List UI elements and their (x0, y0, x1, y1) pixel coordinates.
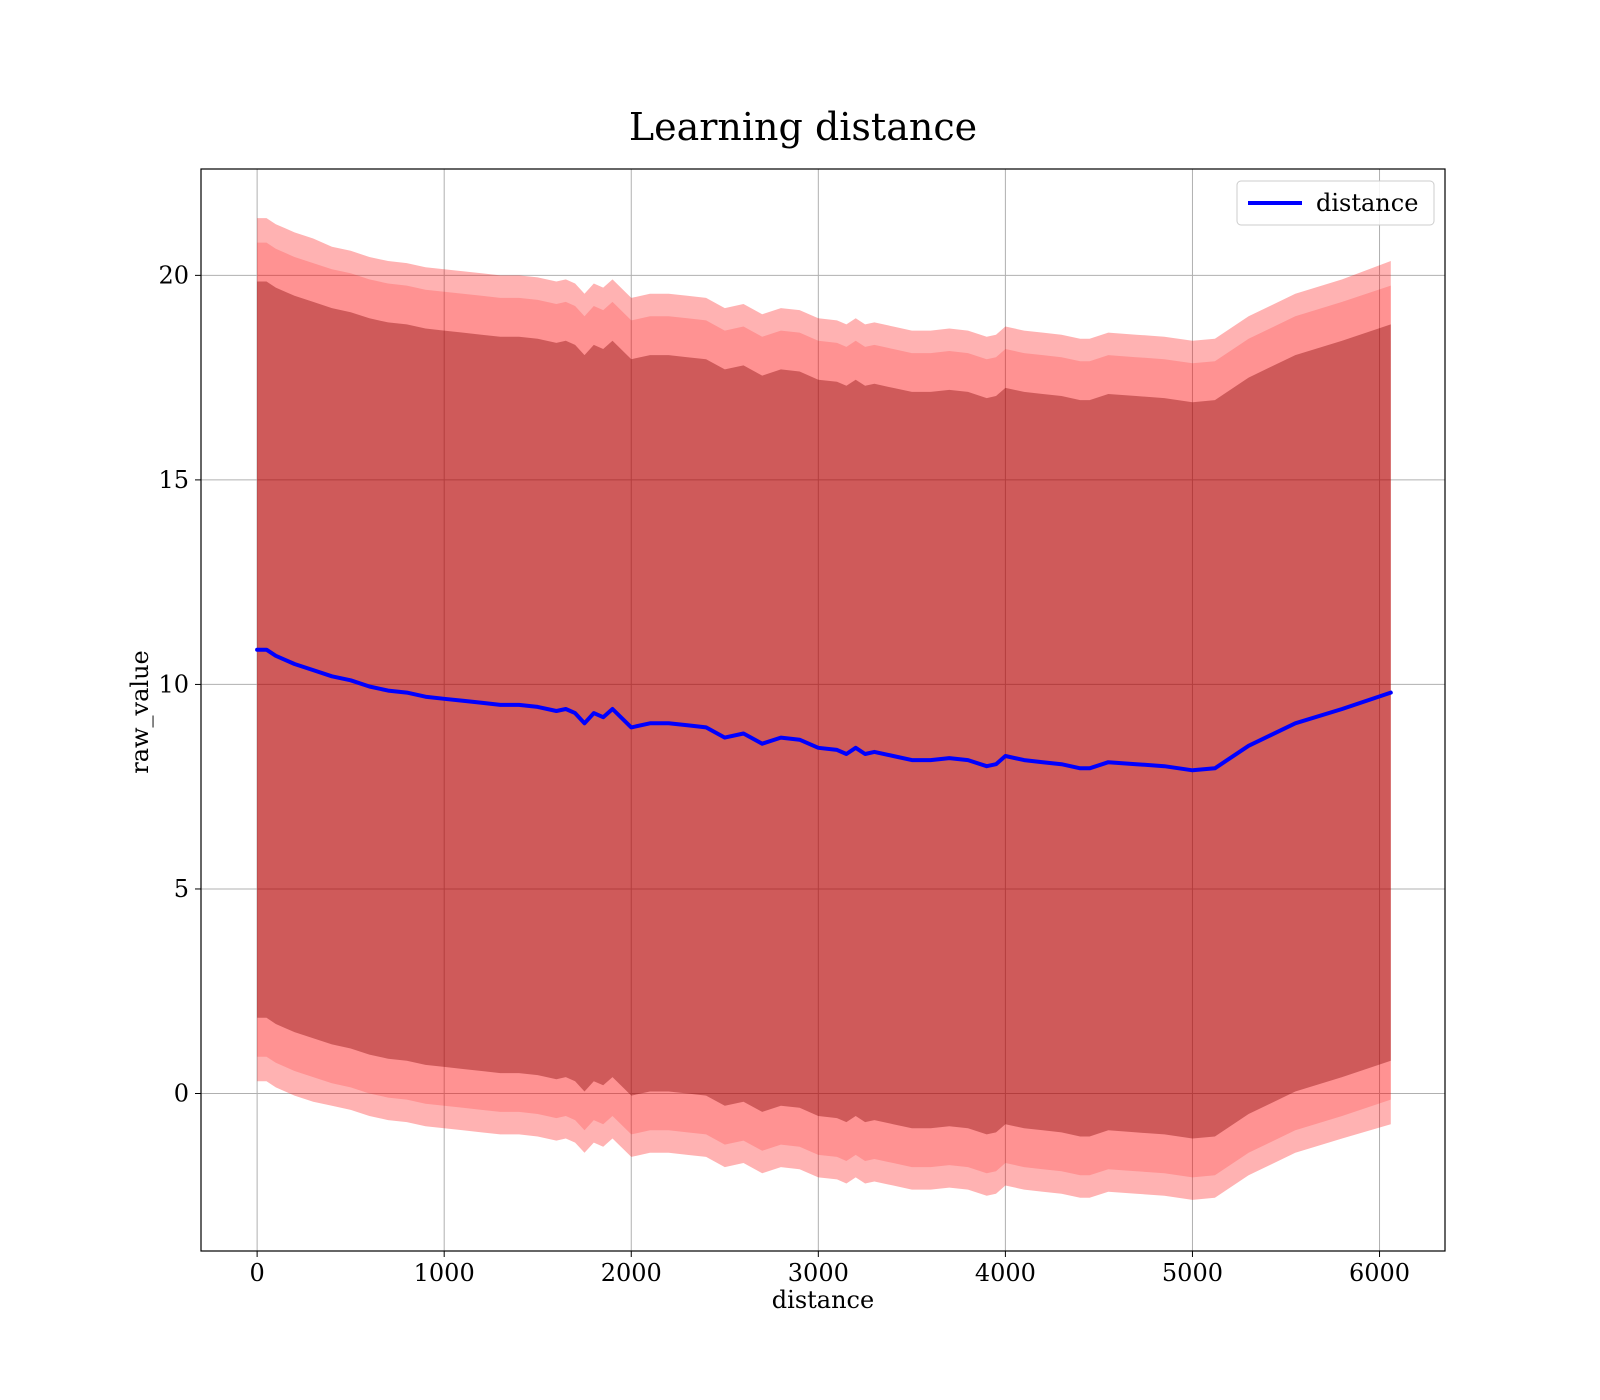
legend-label-distance: distance (1316, 189, 1418, 217)
band-inner (257, 281, 1391, 1139)
y-tick-label-15: 15 (158, 466, 189, 494)
legend-box (1236, 180, 1435, 226)
legend: distance (1236, 180, 1435, 226)
x-tick-label-2000: 2000 (601, 1259, 662, 1287)
y-axis-label: raw_value (126, 650, 154, 774)
y-tick-label-10: 10 (158, 670, 189, 698)
grid (201, 169, 1445, 1251)
x-tick-label-0: 0 (249, 1259, 264, 1287)
chart-title: Learning distance (629, 105, 977, 149)
axis-ticks: 0 1000 2000 3000 4000 5000 6000 0 5 10 15 20 (158, 261, 1410, 1287)
x-tick-label-6000: 6000 (1349, 1259, 1410, 1287)
series-layer (255, 647, 1393, 773)
x-tick-label-3000: 3000 (788, 1259, 849, 1287)
x-tick-label-1000: 1000 (414, 1259, 475, 1287)
y-tick-label-5: 5 (174, 875, 189, 903)
x-tick-label-5000: 5000 (1162, 1259, 1223, 1287)
x-tick-label-4000: 4000 (975, 1259, 1036, 1287)
confidence-bands (257, 218, 1391, 1200)
y-tick-label-20: 20 (158, 261, 189, 289)
y-tick-label-0: 0 (174, 1080, 189, 1108)
plot-frame (200, 168, 1446, 1252)
x-axis-label: distance (772, 1286, 874, 1314)
series-line-distance (255, 647, 1393, 773)
band-middle (257, 242, 1391, 1178)
band-outer (257, 218, 1391, 1200)
